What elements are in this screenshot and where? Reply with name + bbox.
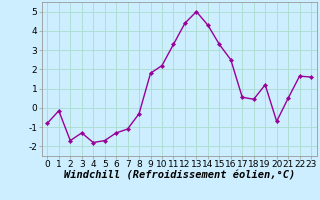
X-axis label: Windchill (Refroidissement éolien,°C): Windchill (Refroidissement éolien,°C) — [64, 171, 295, 181]
